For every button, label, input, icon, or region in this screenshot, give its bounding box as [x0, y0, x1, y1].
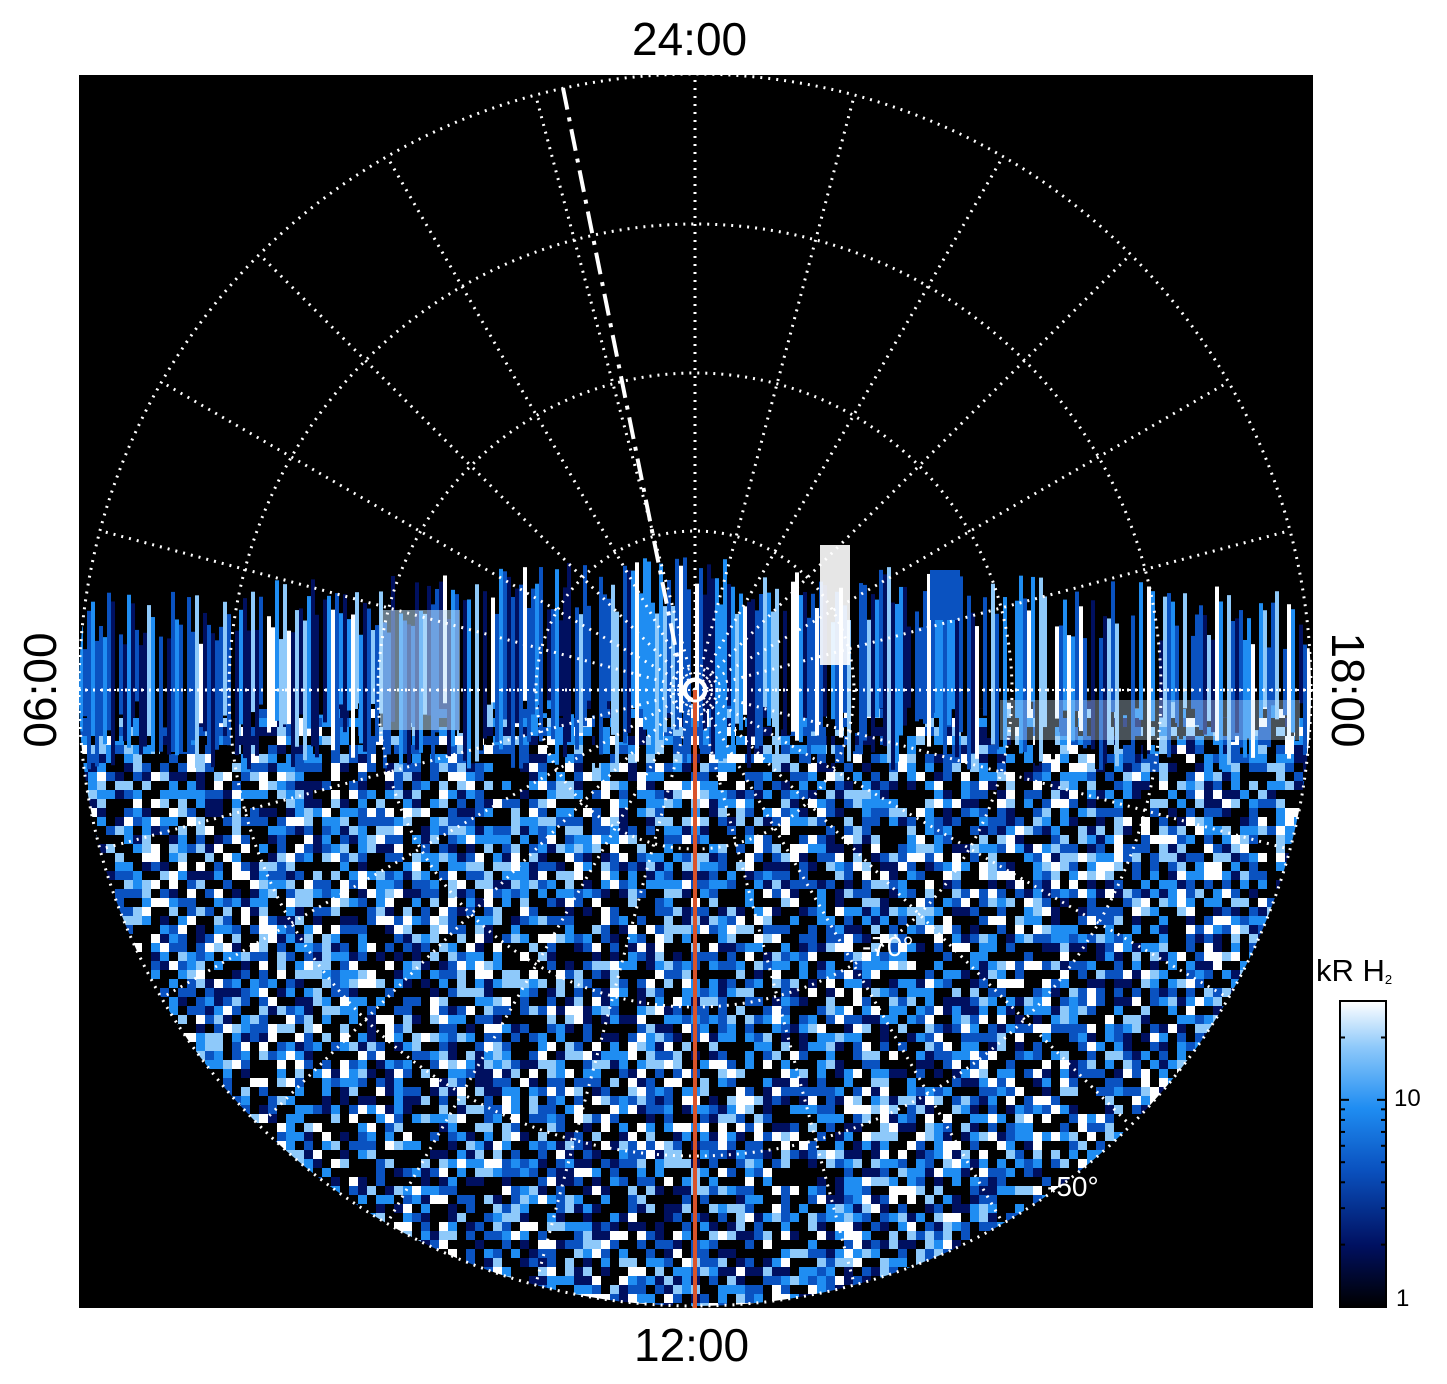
auroral-emission-map [79, 545, 1311, 1306]
local-time-meridian [693, 688, 1132, 1127]
reference-dashed-line [561, 87, 680, 661]
local-time-meridian [693, 155, 1005, 691]
colorbar-tick-label-1: 1 [1396, 1285, 1410, 1312]
local-time-meridian [694, 688, 1291, 851]
colorbar-title-text: kR H [1316, 953, 1385, 988]
local-time-meridian [258, 253, 697, 692]
local-time-label-right: 18:00 [1322, 632, 1374, 748]
local-time-meridian [160, 380, 696, 692]
pole-marker [682, 677, 708, 703]
colorbar-tick-label-10: 10 [1394, 1085, 1421, 1112]
colorbar-title: kR H2 [1316, 955, 1392, 986]
local-time-meridian [694, 688, 1230, 1000]
local-time-meridian [99, 529, 696, 692]
local-time-meridian [99, 688, 696, 851]
local-time-label-top: 24:00 [632, 13, 748, 65]
local-time-label-bottom: 12:00 [634, 1319, 750, 1371]
local-time-meridian [385, 689, 697, 1225]
local-time-meridian [385, 155, 697, 691]
colorbar [1339, 1000, 1387, 1308]
local-time-meridian [694, 380, 1230, 692]
local-time-label-left: 06:00 [14, 632, 66, 748]
local-time-meridian [694, 529, 1291, 692]
local-time-meridian [258, 688, 697, 1127]
local-time-meridian [693, 689, 856, 1286]
local-time-meridian [160, 688, 696, 1000]
local-time-meridian [693, 253, 1132, 692]
latitude-label-70: -70° [862, 931, 914, 962]
local-time-meridian [693, 689, 1005, 1225]
local-time-meridian [534, 94, 697, 691]
lat-lt-grid [79, 75, 1313, 1308]
colorbar-title-subscript: 2 [1384, 972, 1393, 987]
local-time-meridian [693, 94, 856, 691]
colorbar-tick-marks [1340, 1000, 1386, 1308]
local-time-meridian [534, 689, 697, 1286]
latitude-label-50: -50° [1047, 1171, 1099, 1202]
